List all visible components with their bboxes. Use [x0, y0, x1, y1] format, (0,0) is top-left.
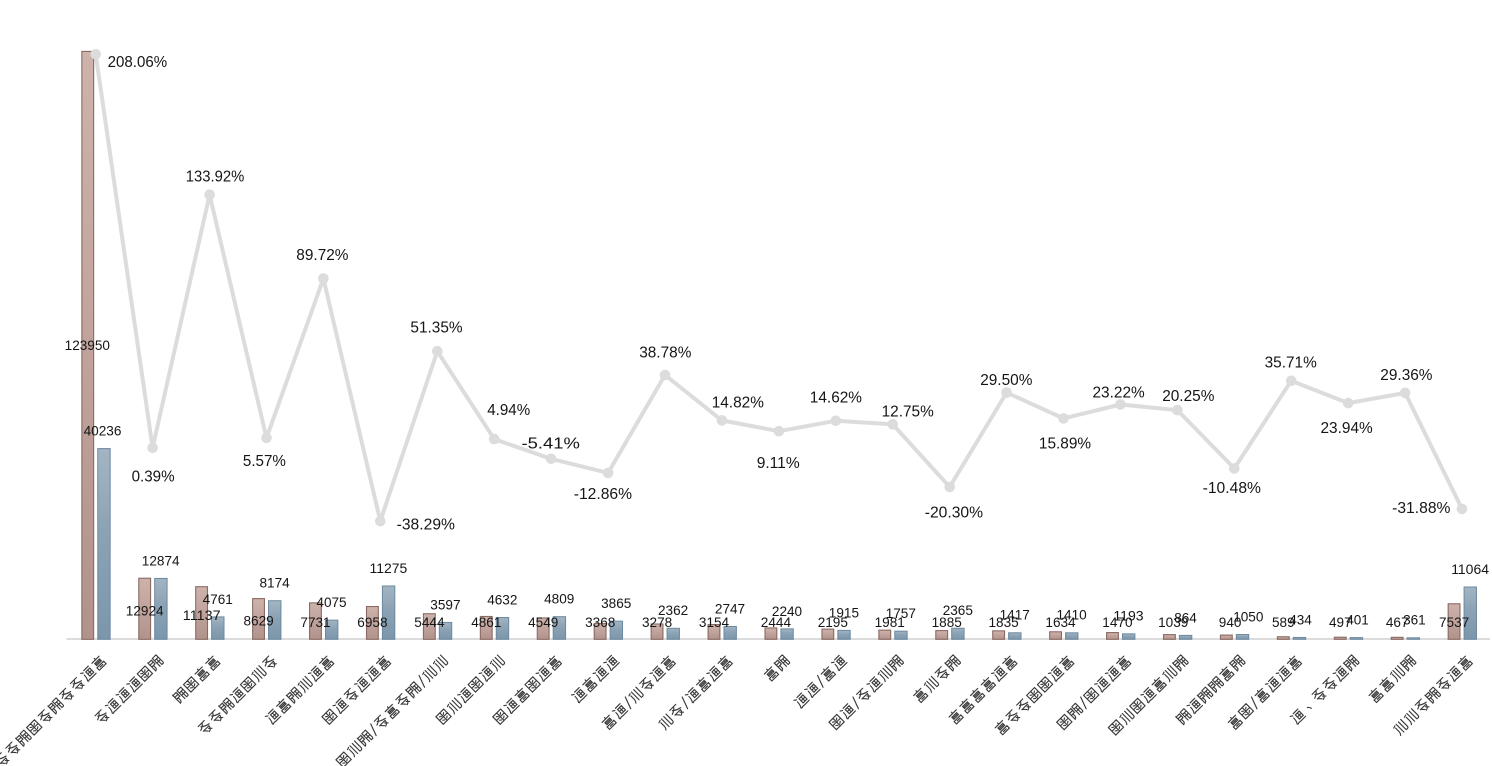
svg-text:11137: 11137 — [183, 608, 221, 624]
svg-text:2240: 2240 — [772, 604, 802, 620]
svg-text:3368: 3368 — [585, 615, 615, 631]
svg-text:29.50%: 29.50% — [980, 372, 1032, 389]
svg-text:9.11%: 9.11% — [757, 455, 800, 472]
svg-text:-5.41%: -5.41% — [522, 436, 580, 453]
svg-text:5.57%: 5.57% — [243, 453, 286, 470]
svg-text:864: 864 — [1174, 610, 1197, 626]
svg-text:89.72%: 89.72% — [296, 247, 348, 264]
svg-text:-10.48%: -10.48% — [1203, 480, 1261, 497]
svg-text:1193: 1193 — [1113, 609, 1143, 625]
svg-text:4809: 4809 — [544, 592, 574, 608]
svg-text:15.89%: 15.89% — [1039, 435, 1091, 452]
svg-text:2195: 2195 — [818, 615, 848, 631]
svg-text:3597: 3597 — [430, 597, 460, 613]
svg-text:1039: 1039 — [1158, 615, 1188, 631]
svg-text:401: 401 — [1346, 613, 1369, 629]
svg-text:-31.88%: -31.88% — [1392, 500, 1450, 517]
svg-text:589: 589 — [1272, 615, 1295, 631]
svg-text:14.82%: 14.82% — [712, 394, 764, 411]
svg-text:1915: 1915 — [829, 605, 859, 621]
svg-text:12874: 12874 — [142, 553, 180, 569]
svg-text:1981: 1981 — [875, 615, 905, 631]
svg-text:4075: 4075 — [316, 595, 346, 611]
svg-text:14.62%: 14.62% — [810, 390, 862, 407]
svg-text:3154: 3154 — [699, 615, 729, 631]
svg-text:20.25%: 20.25% — [1162, 388, 1214, 405]
svg-text:2747: 2747 — [715, 601, 745, 617]
svg-text:3865: 3865 — [601, 596, 631, 612]
svg-text:4761: 4761 — [203, 592, 233, 608]
svg-text:7537: 7537 — [1439, 615, 1469, 631]
svg-text:23.94%: 23.94% — [1321, 420, 1373, 437]
svg-text:2444: 2444 — [761, 615, 791, 631]
svg-text:1634: 1634 — [1045, 615, 1075, 631]
svg-text:467: 467 — [1386, 615, 1409, 631]
svg-text:8174: 8174 — [260, 576, 290, 592]
svg-text:-20.30%: -20.30% — [925, 505, 983, 522]
svg-text:1885: 1885 — [932, 615, 962, 631]
svg-text:1417: 1417 — [1000, 608, 1030, 624]
svg-text:497: 497 — [1329, 615, 1352, 631]
svg-text:-38.29%: -38.29% — [397, 516, 455, 533]
svg-text:35.71%: 35.71% — [1265, 355, 1317, 372]
svg-text:1050: 1050 — [1233, 609, 1263, 625]
svg-text:51.35%: 51.35% — [410, 319, 462, 336]
svg-text:7731: 7731 — [300, 615, 330, 631]
svg-text:133.92%: 133.92% — [186, 169, 245, 186]
svg-text:4549: 4549 — [528, 615, 558, 631]
svg-text:4.94%: 4.94% — [487, 402, 530, 419]
svg-text:1470: 1470 — [1102, 615, 1132, 631]
svg-text:0.39%: 0.39% — [132, 469, 175, 486]
svg-text:23.22%: 23.22% — [1093, 385, 1145, 402]
svg-text:11275: 11275 — [370, 561, 408, 577]
svg-text:434: 434 — [1289, 612, 1312, 628]
svg-text:2362: 2362 — [658, 603, 688, 619]
svg-text:1757: 1757 — [886, 606, 916, 622]
svg-text:12.75%: 12.75% — [882, 403, 934, 420]
svg-text:123950: 123950 — [65, 338, 110, 354]
svg-text:940: 940 — [1219, 615, 1242, 631]
svg-text:6958: 6958 — [357, 615, 387, 631]
svg-text:1835: 1835 — [989, 615, 1019, 631]
svg-text:4632: 4632 — [487, 592, 517, 608]
svg-text:40236: 40236 — [84, 424, 122, 440]
svg-text:1410: 1410 — [1057, 608, 1087, 624]
svg-text:-12.86%: -12.86% — [574, 486, 632, 503]
svg-text:8629: 8629 — [244, 614, 274, 630]
svg-text:38.78%: 38.78% — [639, 344, 691, 361]
svg-text:5444: 5444 — [414, 615, 444, 631]
svg-text:3278: 3278 — [642, 615, 672, 631]
svg-text:12924: 12924 — [126, 604, 164, 620]
svg-text:361: 361 — [1403, 613, 1426, 629]
svg-text:208.06%: 208.06% — [108, 54, 168, 71]
svg-text:29.36%: 29.36% — [1380, 367, 1432, 384]
svg-text:4861: 4861 — [471, 615, 501, 631]
svg-text:11064: 11064 — [1451, 562, 1489, 578]
svg-text:2365: 2365 — [943, 603, 973, 619]
